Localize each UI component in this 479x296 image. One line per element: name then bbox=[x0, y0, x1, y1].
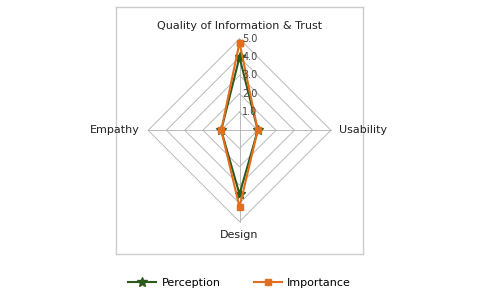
Text: Quality of Information & Trust: Quality of Information & Trust bbox=[157, 21, 322, 31]
Text: Empathy: Empathy bbox=[90, 125, 140, 135]
Text: 1.0: 1.0 bbox=[242, 107, 258, 117]
Text: 5.0: 5.0 bbox=[242, 34, 258, 44]
Text: 2.0: 2.0 bbox=[242, 89, 258, 99]
Text: 4.0: 4.0 bbox=[242, 52, 258, 62]
Legend: Perception, Importance: Perception, Importance bbox=[124, 274, 355, 292]
Text: 3.0: 3.0 bbox=[242, 70, 258, 81]
Text: Design: Design bbox=[220, 230, 259, 240]
Text: Usability: Usability bbox=[339, 125, 387, 135]
